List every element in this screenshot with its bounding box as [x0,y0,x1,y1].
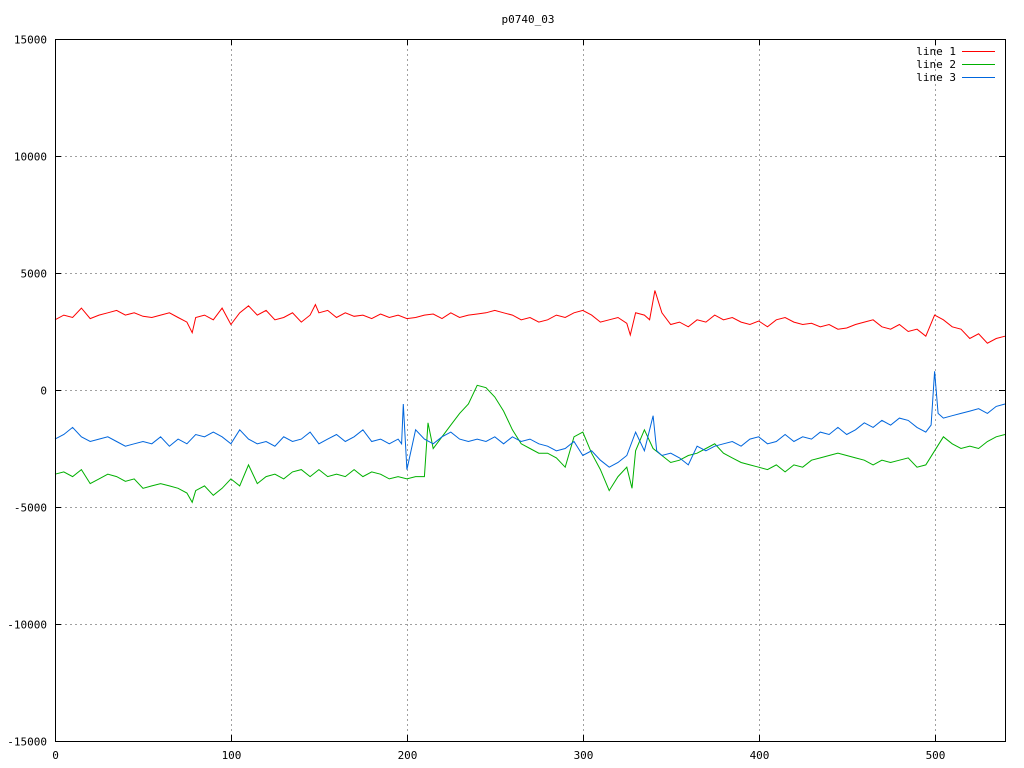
x-tick-label-100: 100 [222,749,242,762]
y-tick-label-10000: 10000 [14,151,47,164]
y-tick-label-0: 0 [40,385,47,398]
y-tick-label-15000: 15000 [14,34,47,47]
legend-label-3: line 3 [916,71,956,84]
chart-title: p0740_03 [502,13,555,26]
y-tick-label--5000: -5000 [14,502,47,515]
x-tick-label-300: 300 [574,749,594,762]
x-tick-label-400: 400 [750,749,770,762]
series-line-3 [54,371,1006,470]
grid-lines [55,39,1005,741]
series-line-2 [54,384,1006,504]
x-tick-label-500: 500 [926,749,946,762]
y-tick-label--10000: -10000 [7,619,47,632]
y-tick-label--15000: -15000 [7,736,47,749]
legend-label-1: line 1 [916,45,956,58]
y-tick-label-5000: 5000 [21,268,48,281]
series-group [54,290,1006,504]
x-tick-label-0: 0 [52,749,59,762]
legend-label-2: line 2 [916,58,956,71]
x-tick-label-200: 200 [398,749,418,762]
plot-frame [55,39,1006,742]
series-line-1 [54,290,1006,344]
